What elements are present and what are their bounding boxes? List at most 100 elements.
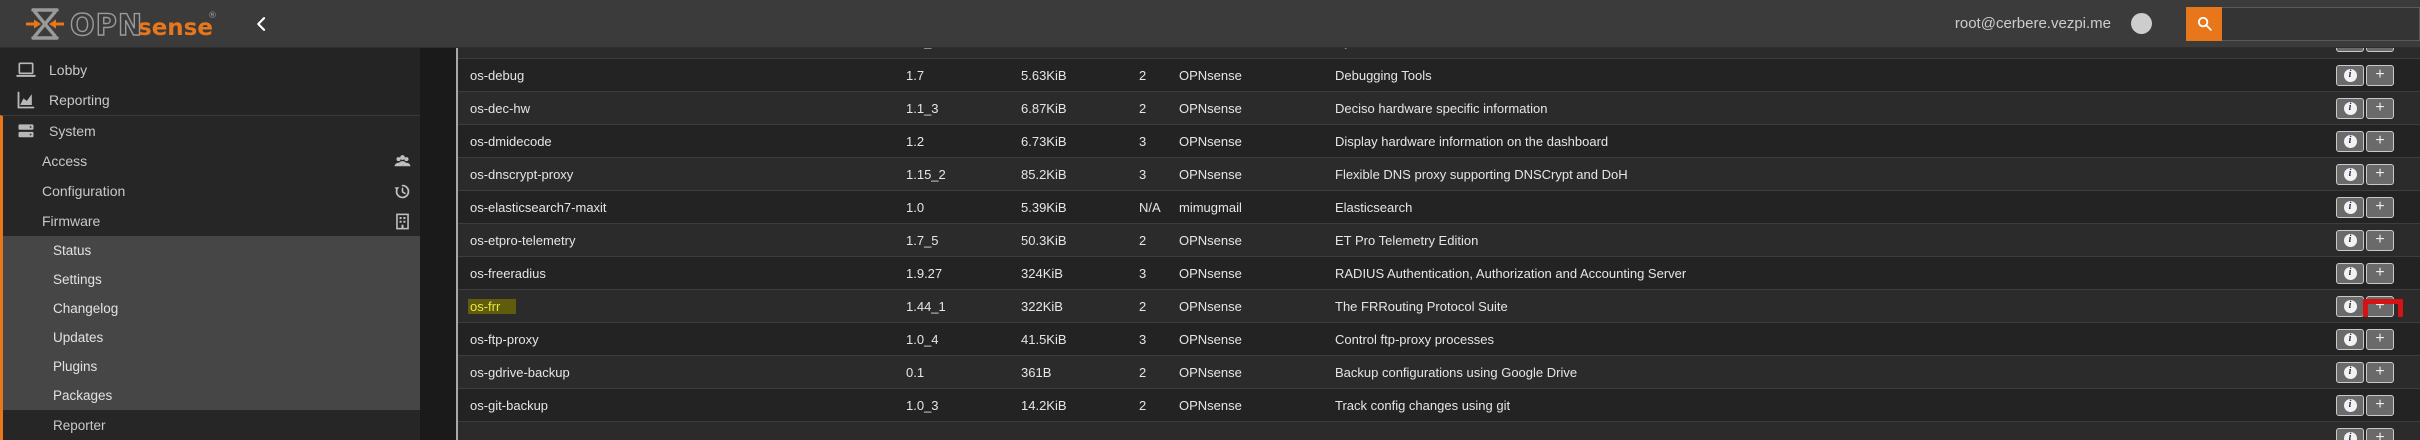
plugin-comment: Debugging Tools xyxy=(1335,67,1432,83)
sidebar-item-changelog[interactable]: Changelog xyxy=(3,294,420,323)
status-dot[interactable] xyxy=(2131,13,2152,34)
sidebar-item-system[interactable]: System xyxy=(3,116,420,146)
install-button[interactable]: + xyxy=(2366,394,2394,416)
opnsense-logo[interactable]: OPN sense ® xyxy=(26,4,222,44)
sidebar-item-updates[interactable]: Updates xyxy=(3,323,420,352)
table-row[interactable]: os-etpro-telemetry 1.7_5 50.3KiB 2 OPNse… xyxy=(458,223,2420,256)
sidebar-item-label: Reporting xyxy=(49,92,110,108)
plugin-repository: OPNsense xyxy=(1179,48,1335,49)
info-button[interactable]: i xyxy=(2336,196,2364,218)
table-row[interactable]: os-dec-hw 1.1_3 6.87KiB 2 OPNsense Decis… xyxy=(458,91,2420,124)
plugin-comment: Flexible DNS proxy supporting DNSCrypt a… xyxy=(1335,166,1628,182)
sidebar-item-settings[interactable]: Settings xyxy=(3,265,420,294)
table-row-os-frr[interactable]: os-frr 1.44_1 322KiB 2 OPNsense The FRRo… xyxy=(458,289,2420,322)
plugin-licence: N/A xyxy=(1139,199,1161,215)
plugin-comment: Backup configurations using Google Drive xyxy=(1335,364,1578,380)
table-row[interactable]: os-gdrive-backup 0.1 361B 2 OPNsense Bac… xyxy=(458,355,2420,388)
sidebar-item-configuration[interactable]: Configuration xyxy=(3,176,420,206)
sidebar-item-label: Lobby xyxy=(49,62,88,78)
plugins-table: os-ddclient 1.1_2 330KiB 3 OPNsense Dyna… xyxy=(456,48,2420,440)
install-button[interactable]: + xyxy=(2366,229,2394,251)
sidebar-item-packages[interactable]: Packages xyxy=(3,381,420,410)
plus-icon: + xyxy=(2375,263,2385,281)
install-button[interactable]: + xyxy=(2366,361,2394,383)
table-row[interactable]: os-freeradius 1.9.27 324KiB 3 OPNsense R… xyxy=(458,256,2420,289)
search-icon xyxy=(2197,16,2212,31)
info-button[interactable]: i xyxy=(2336,163,2364,185)
table-row[interactable]: i + xyxy=(458,421,2420,440)
sidebar-collapse-button[interactable] xyxy=(252,14,272,34)
sidebar-item-lobby[interactable]: Lobby xyxy=(0,55,420,85)
table-row[interactable]: os-dmidecode 1.2 6.73KiB 3 OPNsense Disp… xyxy=(458,124,2420,157)
plugin-comment: Track config changes using git xyxy=(1335,397,1511,413)
search-input[interactable] xyxy=(2222,6,2420,41)
info-icon: i xyxy=(2343,398,2357,412)
info-icon: i xyxy=(2343,332,2357,346)
sidebar-item-label: Packages xyxy=(53,388,113,403)
info-button[interactable]: i xyxy=(2336,427,2364,440)
info-button[interactable]: i xyxy=(2336,295,2364,317)
info-button[interactable]: i xyxy=(2336,48,2364,52)
plus-icon: + xyxy=(2375,362,2385,380)
plugin-comment: Elasticsearch xyxy=(1335,199,1413,215)
table-row[interactable]: os-git-backup 1.0_3 14.2KiB 2 OPNsense T… xyxy=(458,388,2420,421)
chart-icon xyxy=(17,91,35,109)
plugin-comment: ET Pro Telemetry Edition xyxy=(1335,232,1479,248)
install-button[interactable]: + xyxy=(2366,196,2394,218)
sidebar-item-label: Settings xyxy=(53,272,102,287)
main-content: os-ddclient 1.1_2 330KiB 3 OPNsense Dyna… xyxy=(420,48,2420,440)
install-button[interactable]: + xyxy=(2366,262,2394,284)
info-button[interactable]: i xyxy=(2336,361,2364,383)
install-button[interactable]: + xyxy=(2366,427,2394,440)
plus-icon: + xyxy=(2375,395,2385,413)
plus-icon: + xyxy=(2375,329,2385,347)
table-row[interactable]: os-ftp-proxy 1.0_4 41.5KiB 3 OPNsense Co… xyxy=(458,322,2420,355)
top-bar: OPN sense ® root@cerbere.vezpi.me xyxy=(0,0,2420,48)
info-button[interactable]: i xyxy=(2336,394,2364,416)
table-row[interactable]: os-elasticsearch7-maxit 1.0 5.39KiB N/A … xyxy=(458,190,2420,223)
table-row[interactable]: os-dnscrypt-proxy 1.15_2 85.2KiB 3 OPNse… xyxy=(458,157,2420,190)
sidebar-item-reporting[interactable]: Reporting xyxy=(0,85,420,115)
sidebar-item-label: Firmware xyxy=(42,213,101,229)
sidebar-item-access[interactable]: Access xyxy=(3,146,420,176)
plugin-version: 1.44_1 xyxy=(906,298,946,314)
sidebar-item-reporter[interactable]: Reporter xyxy=(3,410,420,440)
search-highlight: os-frr xyxy=(468,298,517,314)
plugin-version: 1.15_2 xyxy=(906,166,946,182)
plugin-licence: 2 xyxy=(1139,364,1147,380)
install-button[interactable]: + xyxy=(2366,163,2394,185)
table-row[interactable]: os-debug 1.7 5.63KiB 2 OPNsense Debuggin… xyxy=(458,58,2420,91)
sidebar-item-firmware[interactable]: Firmware xyxy=(3,206,420,236)
info-button[interactable]: i xyxy=(2336,64,2364,86)
info-button[interactable]: i xyxy=(2336,229,2364,251)
plus-icon: + xyxy=(2375,428,2385,440)
laptop-icon xyxy=(16,62,36,77)
plugin-repository: mimugmail xyxy=(1179,199,1242,215)
plugin-name: os-freeradius xyxy=(470,265,546,281)
plugin-repository: OPNsense xyxy=(1179,331,1242,347)
info-icon: i xyxy=(2343,167,2357,181)
plugin-comment: Dynamic DNS client xyxy=(1335,48,2320,49)
install-button[interactable]: + xyxy=(2366,64,2394,86)
plugin-size: 324KiB xyxy=(1021,265,1063,281)
install-button[interactable]: + xyxy=(2366,328,2394,350)
plugin-size: 6.73KiB xyxy=(1021,133,1067,149)
install-button[interactable]: + xyxy=(2366,48,2394,52)
info-button[interactable]: i xyxy=(2336,97,2364,119)
info-button[interactable]: i xyxy=(2336,262,2364,284)
plugin-version: 1.1_2 xyxy=(906,48,1021,49)
plus-icon: + xyxy=(2375,131,2385,149)
sidebar-item-plugins[interactable]: Plugins xyxy=(3,352,420,381)
install-button-os-frr[interactable]: + xyxy=(2366,295,2394,317)
plugin-size: 5.39KiB xyxy=(1021,199,1067,215)
info-button[interactable]: i xyxy=(2336,130,2364,152)
table-row[interactable]: os-ddclient 1.1_2 330KiB 3 OPNsense Dyna… xyxy=(458,48,2420,58)
search-button[interactable] xyxy=(2186,6,2222,41)
sidebar-item-status[interactable]: Status xyxy=(3,236,420,265)
install-button[interactable]: + xyxy=(2366,97,2394,119)
sidebar-item-label: Updates xyxy=(53,330,104,345)
info-button[interactable]: i xyxy=(2336,328,2364,350)
plugin-comment: The FRRouting Protocol Suite xyxy=(1335,298,1508,314)
plugin-version: 1.7_5 xyxy=(906,232,939,248)
install-button[interactable]: + xyxy=(2366,130,2394,152)
